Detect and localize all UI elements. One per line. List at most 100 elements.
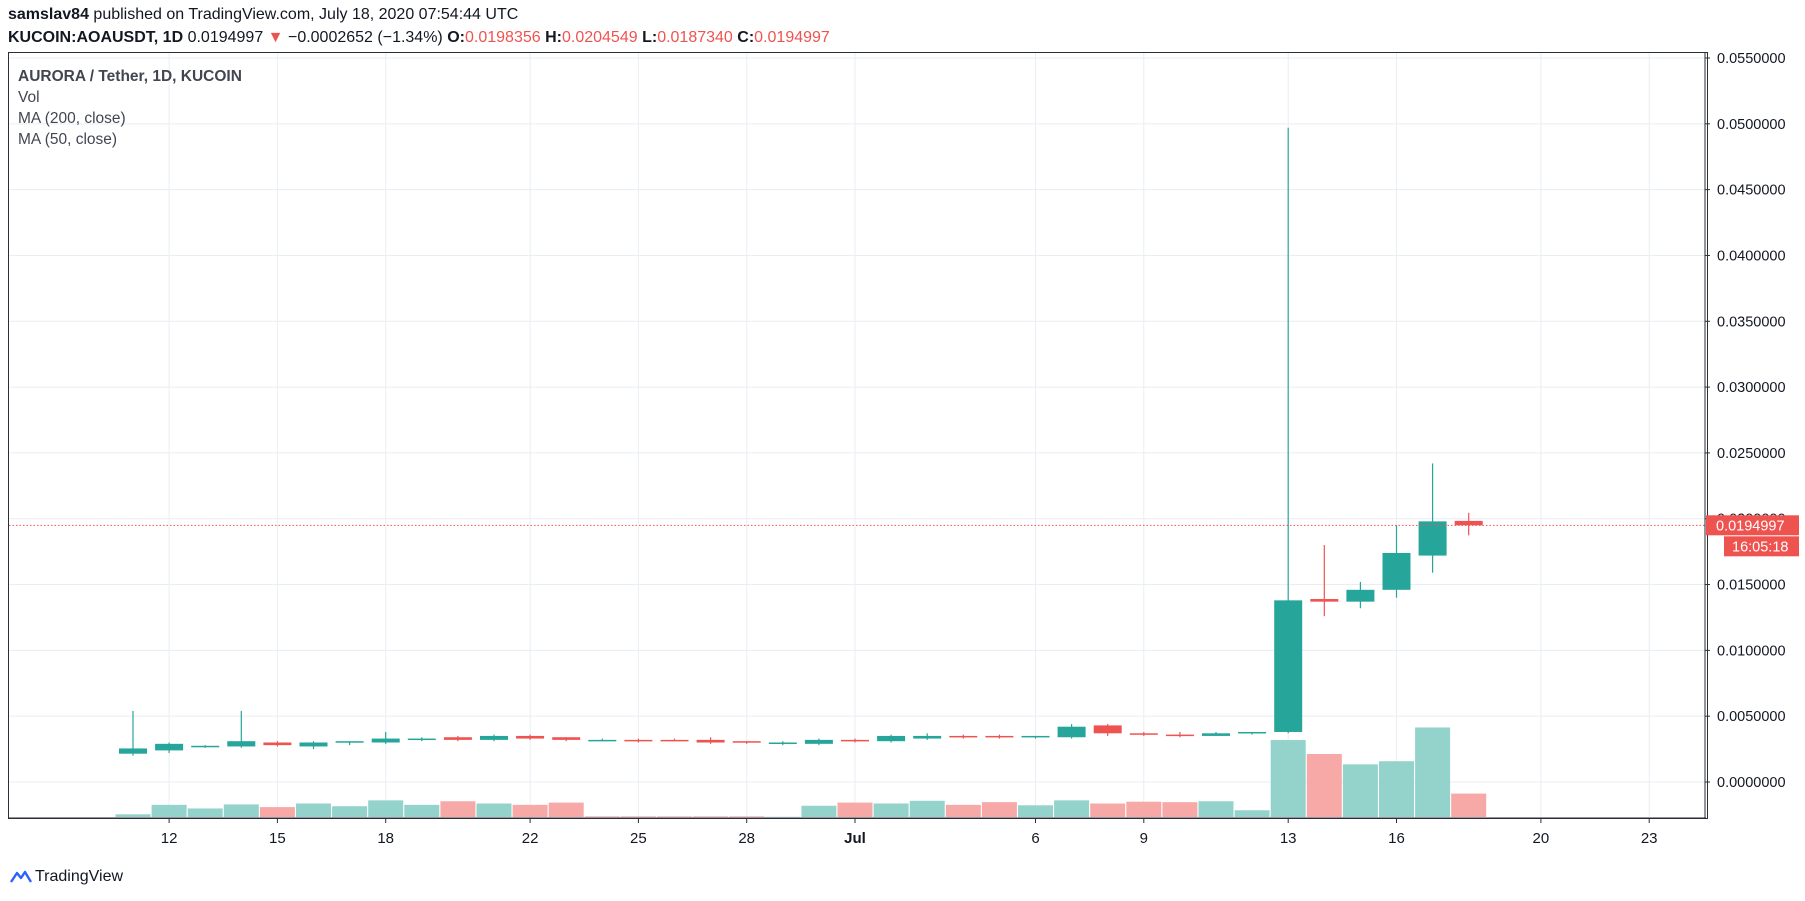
last-price-badge [1706, 515, 1799, 536]
candle-body [119, 748, 147, 754]
volume-bar [259, 807, 295, 817]
volume-bar [1126, 801, 1162, 817]
candle-body [588, 739, 617, 742]
open-value: 0.0198356 [465, 29, 541, 46]
time-tick-label: 13 [1280, 830, 1297, 847]
candle-body [841, 739, 869, 742]
candle-body [371, 738, 400, 743]
volume-bar [693, 816, 729, 817]
candle-body [263, 742, 292, 746]
volume-bar [332, 806, 368, 817]
volume-bar [945, 804, 981, 817]
time-tick-label: 6 [1031, 830, 1039, 847]
tradingview-icon [10, 870, 32, 883]
close-value: 0.0194997 [754, 29, 830, 46]
symbol-label: KUCOIN:AOAUSDT, 1D [8, 29, 184, 46]
price-tick-label: 0.0500000 [1717, 117, 1786, 133]
time-tick-label: Jul [844, 830, 866, 847]
candle-body [155, 743, 184, 751]
price-tick-label: 0.0350000 [1717, 314, 1786, 330]
low-label: L: [642, 29, 658, 46]
candle-body [516, 735, 545, 739]
published-text: published on TradingView.com, July 18, 2… [88, 6, 519, 23]
volume-bar [1379, 761, 1414, 817]
volume-bar [584, 816, 620, 817]
price-change: −0.0002652 (−1.34%) [287, 29, 443, 46]
candle-body [1238, 731, 1267, 734]
volume-bar [909, 800, 945, 817]
legend-ma50[interactable]: MA (50, close) [18, 131, 118, 148]
close-label: C: [737, 29, 755, 46]
legend-title: AURORA / Tether, 1D, KUCOIN [18, 68, 242, 85]
volume-bar [1198, 801, 1234, 817]
candle-body [1093, 725, 1122, 734]
volume-bar [981, 802, 1017, 817]
countdown-badge-text: 16:05:18 [1732, 539, 1788, 555]
price-tick-label: 0.0550000 [1717, 51, 1786, 67]
candle-body [335, 741, 364, 743]
candle-body [660, 739, 689, 742]
countdown-badge [1724, 536, 1799, 557]
candle-body [1165, 734, 1194, 737]
candle-body [1418, 521, 1447, 556]
volume-bar [368, 800, 404, 817]
volume-bar [115, 814, 151, 817]
price-tick-label: 0.0400000 [1717, 248, 1786, 264]
time-tick-label: 9 [1140, 830, 1148, 847]
candle-body [768, 742, 797, 745]
symbol-line: KUCOIN:AOAUSDT, 1D 0.0194997 ▼ −0.000265… [8, 29, 830, 47]
last-price-badge-text: 0.0194997 [1716, 518, 1785, 534]
volume-bar [187, 808, 223, 817]
volume-bar [1054, 800, 1090, 817]
candle-body [480, 735, 508, 740]
time-tick-label: 15 [269, 830, 286, 847]
high-value: 0.0204549 [561, 29, 638, 46]
time-tick-label: 28 [738, 830, 755, 847]
legend-ma200[interactable]: MA (200, close) [18, 110, 126, 127]
candle-body [1310, 599, 1339, 602]
price-tick-label: 0.0150000 [1717, 578, 1786, 594]
open-label: O: [447, 29, 465, 46]
price-tick-label: 0.0250000 [1717, 446, 1786, 462]
candle-body [407, 738, 436, 741]
tradingview-brand: TradingView [35, 868, 124, 885]
tradingview-logo[interactable]: TradingView [10, 868, 123, 886]
down-arrow-icon: ▼ [267, 29, 284, 46]
publisher-name[interactable]: samslav84 [8, 6, 89, 23]
volume-bar [1306, 754, 1342, 817]
low-value: 0.0187340 [657, 29, 733, 46]
volume-bar [1090, 803, 1126, 817]
volume-bar [151, 804, 187, 817]
publish-line: samslav84 published on TradingView.com, … [8, 6, 518, 24]
volume-bar [801, 805, 837, 817]
time-tick-label: 25 [630, 830, 647, 847]
volume-bar [620, 816, 656, 817]
volume-bar [223, 804, 259, 817]
candle-body [1202, 733, 1230, 736]
time-tick-label: 16 [1388, 830, 1405, 847]
time-tick-label: 20 [1533, 830, 1550, 847]
legend-vol[interactable]: Vol [18, 89, 40, 106]
candle-body [299, 742, 328, 747]
candle-body [624, 739, 653, 742]
volume-bar [1415, 727, 1451, 817]
candle-body [1454, 520, 1483, 526]
volume-bar [1162, 802, 1198, 817]
candle-body [949, 735, 978, 738]
candle-body [227, 741, 256, 747]
candle-body [1129, 733, 1158, 735]
candle-body [913, 735, 942, 739]
volume-bar [837, 802, 873, 817]
volume-bar [404, 804, 440, 817]
candle-body [552, 737, 581, 740]
time-tick-label: 12 [161, 830, 178, 847]
candle-body [1346, 589, 1375, 602]
price-tick-label: 0.0100000 [1717, 643, 1786, 659]
volume-bar [1342, 764, 1378, 817]
candle-body [443, 737, 472, 740]
time-tick-label: 18 [377, 830, 394, 847]
candle-body [1274, 600, 1303, 732]
volume-bar [296, 803, 331, 817]
volume-bar [1451, 793, 1487, 817]
